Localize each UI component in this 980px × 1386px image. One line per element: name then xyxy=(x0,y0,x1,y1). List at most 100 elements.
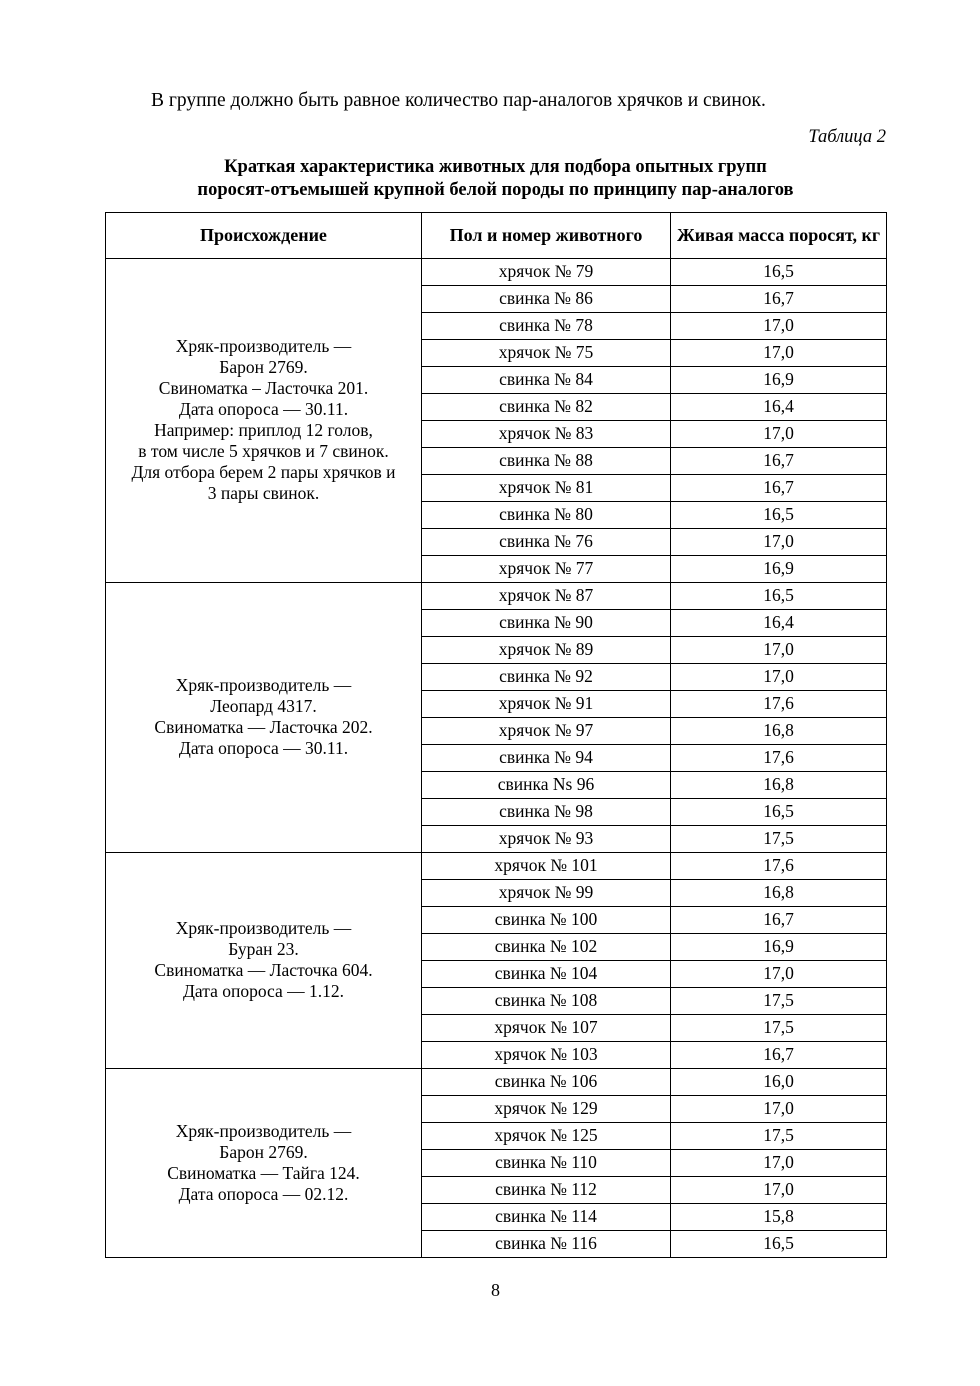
mass-cell: 16,7 xyxy=(670,284,887,313)
column-header-animal: Пол и номер животного xyxy=(421,211,671,259)
animals-table: Происхождение Пол и номер животного Жива… xyxy=(105,211,887,1258)
mass-cell: 17,0 xyxy=(670,1094,887,1123)
table-row: свинка № 102 16,9 xyxy=(106,932,887,961)
origin-line: Свиноматка — Тайга 124. xyxy=(167,1162,360,1183)
origin-line: Буран 23. xyxy=(228,939,299,960)
mass-cell: 17,6 xyxy=(670,851,887,880)
animal-cell: свинка № 78 xyxy=(421,311,671,340)
table-row: свинка № 84 16,9 xyxy=(106,365,887,394)
mass-cell: 16,8 xyxy=(670,878,887,907)
animal-cell: свинка № 114 xyxy=(421,1202,671,1231)
animal-cell: свинка № 84 xyxy=(421,365,671,394)
origin-line: Хряк-производитель — xyxy=(175,675,352,696)
animal-cell: свинка № 92 xyxy=(421,662,671,691)
table-row: хрячок № 77 16,9 xyxy=(106,554,887,583)
animal-cell: свинка № 116 xyxy=(421,1229,671,1258)
origin-cell: Хряк-производитель — Барон 2769. Свиноматк… xyxy=(105,257,422,583)
table-row: Хряк-производитель — Барон 2769. Свиноматк… xyxy=(105,1067,887,1258)
table-body: Хряк-производитель — Барон 2769. Свиноматк… xyxy=(105,257,887,1258)
mass-cell: 17,5 xyxy=(670,1121,887,1150)
animal-cell: свинка № 100 xyxy=(421,905,671,934)
table-row: свинка № 82 16,4 xyxy=(106,392,887,421)
table-row: хрячок № 107 17,5 xyxy=(106,1013,887,1042)
table-row: Хряк-производитель — Леопард 4317. Свинома… xyxy=(105,581,887,853)
origin-line: Дата опороса — 1.12. xyxy=(182,981,345,1002)
animal-cell: свинка № 90 xyxy=(421,608,671,637)
column-header-mass: Живая масса поросят, кг xyxy=(670,211,887,259)
mass-cell: 17,5 xyxy=(670,986,887,1015)
animal-cell: хрячок № 91 xyxy=(421,689,671,718)
mass-cell: 16,5 xyxy=(670,257,887,286)
intro-text: В группе должно быть равное количество п… xyxy=(151,90,766,111)
animal-cell: хрячок № 107 xyxy=(421,1013,671,1042)
animal-cell: свинка № 82 xyxy=(421,392,671,421)
origin-line: Леопард 4317. xyxy=(210,696,317,717)
origin-line: Дата опороса — 30.11. xyxy=(178,399,349,420)
origin-line: Барон 2769. xyxy=(219,1141,308,1162)
column-header-origin: Происхождение xyxy=(105,211,422,259)
origin-line: Хряк-производитель — xyxy=(175,1120,352,1141)
mass-cell: 16,5 xyxy=(670,500,887,529)
table-row: хрячок № 97 16,8 xyxy=(106,716,887,745)
animal-cell: хрячок № 125 xyxy=(421,1121,671,1150)
mass-cell: 17,6 xyxy=(670,743,887,772)
animal-cell: свинка № 80 xyxy=(421,500,671,529)
origin-cell: Хряк-производитель — Буран 23. Свиноматка … xyxy=(105,851,422,1069)
mass-cell: 15,8 xyxy=(670,1202,887,1231)
mass-cell: 17,0 xyxy=(670,419,887,448)
animal-cell: хрячок № 75 xyxy=(421,338,671,367)
origin-cell: Хряк-производитель — Леопард 4317. Свинома… xyxy=(105,581,422,853)
animal-cell: хрячок № 77 xyxy=(421,554,671,583)
origin-line: в том числе 5 хрячков и 7 свинок. xyxy=(138,441,389,462)
table-row: хрячок № 81 16,7 xyxy=(106,473,887,502)
mass-cell: 17,0 xyxy=(670,338,887,367)
origin-line: Например: приплод 12 голов, xyxy=(154,420,373,441)
origin-line: Дата опороса — 02.12. xyxy=(178,1183,349,1204)
mass-cell: 16,7 xyxy=(670,1040,887,1069)
animal-cell: свинка № 104 xyxy=(421,959,671,988)
table-row: хрячок № 83 17,0 xyxy=(106,419,887,448)
table-title: Краткая характеристика животных для подб… xyxy=(105,156,886,203)
mass-cell: 16,5 xyxy=(670,1229,887,1258)
animal-cell: хрячок № 89 xyxy=(421,635,671,664)
table-row: свинка № 100 16,7 xyxy=(106,905,887,934)
animal-cell: свинка № 76 xyxy=(421,527,671,556)
table-row: хрячок № 89 17,0 xyxy=(106,635,887,664)
animal-cell: хрячок № 79 xyxy=(421,257,671,286)
animal-cell: хрячок № 101 xyxy=(421,851,671,880)
mass-cell: 17,0 xyxy=(670,311,887,340)
animal-cell: свинка № 98 xyxy=(421,797,671,826)
table-title-line2: поросят-отъемышей крупной белой породы п… xyxy=(197,180,794,201)
animal-cell: свинка № 108 xyxy=(421,986,671,1015)
mass-cell: 16,5 xyxy=(670,581,887,610)
origin-line: Барон 2769. xyxy=(219,357,308,378)
origin-line: 3 пары свинок. xyxy=(207,483,320,504)
page-number: 8 xyxy=(491,1279,500,1300)
animal-cell: свинка № 102 xyxy=(421,932,671,961)
mass-cell: 17,6 xyxy=(670,689,887,718)
table-row: хрячок № 75 17,0 xyxy=(106,338,887,367)
table-title-line1: Краткая характеристика животных для подб… xyxy=(224,156,767,177)
animal-cell: хрячок № 97 xyxy=(421,716,671,745)
mass-cell: 17,0 xyxy=(670,959,887,988)
mass-cell: 17,0 xyxy=(670,662,887,691)
table-caption-label: Таблица 2 xyxy=(808,127,886,148)
mass-cell: 16,7 xyxy=(670,446,887,475)
animal-cell: свинка № 86 xyxy=(421,284,671,313)
mass-cell: 16,7 xyxy=(670,473,887,502)
header-row: Происхождение Пол и номер животного Жива… xyxy=(105,211,887,259)
origin-line: Свиноматка — Ласточка 604. xyxy=(154,960,373,981)
table-row: хрячок № 91 17,6 xyxy=(106,689,887,718)
animal-cell: свинка № 112 xyxy=(421,1175,671,1204)
table-row: свинка № 104 17,0 xyxy=(106,959,887,988)
animal-cell: хрячок № 129 xyxy=(421,1094,671,1123)
mass-cell: 16,9 xyxy=(670,932,887,961)
animal-cell: хрячок № 99 xyxy=(421,878,671,907)
mass-cell: 16,8 xyxy=(670,716,887,745)
mass-cell: 16,4 xyxy=(670,608,887,637)
mass-cell: 16,5 xyxy=(670,797,887,826)
table-row: свинка № 116 16,5 xyxy=(106,1229,887,1258)
mass-cell: 16,4 xyxy=(670,392,887,421)
origin-cell: Хряк-производитель — Барон 2769. Свиноматк… xyxy=(105,1067,422,1258)
